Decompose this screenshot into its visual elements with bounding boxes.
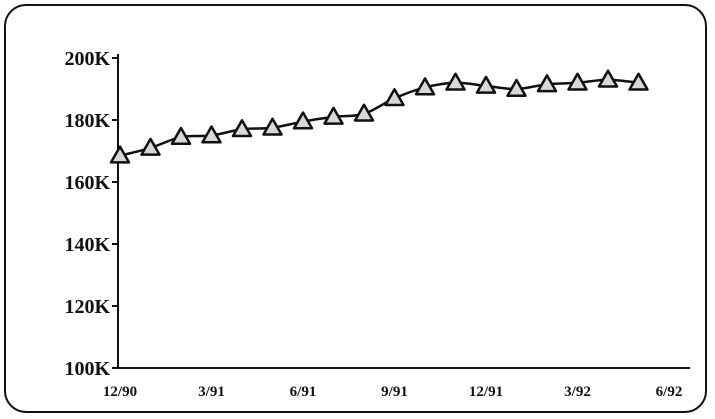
data-point [109,145,131,164]
data-point [414,77,436,96]
data-point [292,111,314,130]
data-point [536,74,558,93]
x-tick-label: 12/91 [469,384,503,400]
data-point [323,106,344,125]
data-point [384,88,405,107]
data-point [597,69,619,88]
x-tick-label: 9/91 [381,384,408,400]
y-tick-label: 120K [64,296,110,318]
x-tick-label: 12/90 [103,384,137,400]
y-tick-label: 160K [64,172,110,194]
chart-frame [4,4,707,413]
data-point [140,137,161,156]
y-tick-label: 200K [64,48,110,70]
x-tick-label: 3/91 [198,384,225,400]
x-tick-label: 6/92 [656,384,683,400]
data-point [506,78,527,97]
x-tick-label: 3/92 [564,384,591,400]
data-point [170,126,192,146]
data-point [475,75,497,94]
y-tick-label: 100K [64,358,110,380]
x-tick-label: 6/91 [290,384,317,400]
y-tick-label: 140K [64,234,110,256]
data-point [353,103,375,122]
data-point [445,72,466,91]
data-point [628,72,649,91]
data-point [262,117,283,136]
data-point [567,72,588,91]
data-point [201,125,222,144]
y-tick-label: 180K [64,110,110,132]
data-point [231,119,253,138]
series-line [119,78,639,157]
